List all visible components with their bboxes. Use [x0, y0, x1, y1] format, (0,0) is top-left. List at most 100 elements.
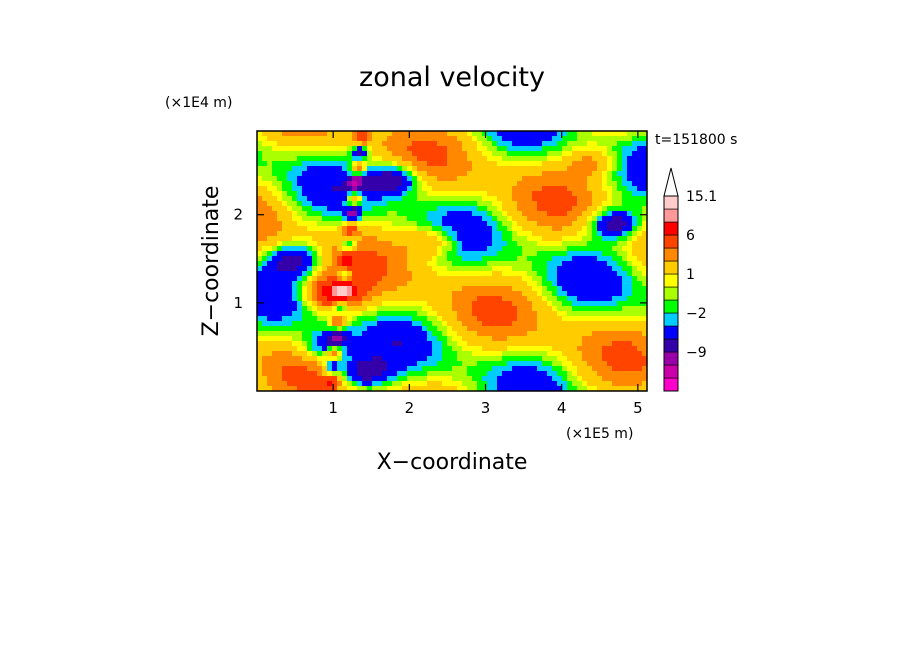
heatmap-cell — [507, 381, 513, 387]
heatmap-cell — [642, 176, 648, 182]
heatmap-cell — [482, 346, 488, 352]
heatmap-cell — [287, 241, 293, 247]
heatmap-cell — [317, 296, 323, 302]
heatmap-cell — [442, 136, 448, 142]
heatmap-cell — [587, 191, 593, 197]
heatmap-cell — [552, 286, 558, 292]
heatmap-cell — [322, 296, 328, 302]
heatmap-cell — [467, 221, 473, 227]
heatmap-cell — [312, 256, 318, 262]
heatmap-cell — [557, 181, 563, 187]
heatmap-cell — [587, 306, 593, 312]
heatmap-cell — [557, 191, 563, 197]
heatmap-cell — [587, 336, 593, 342]
heatmap-cell — [512, 236, 518, 242]
heatmap-cell — [382, 236, 388, 242]
heatmap-cell — [612, 321, 618, 327]
heatmap-cell — [422, 271, 428, 277]
colorbar-segment — [663, 364, 679, 379]
heatmap-cell — [342, 196, 348, 202]
heatmap-cell — [522, 131, 528, 137]
heatmap-cell — [447, 241, 453, 247]
heatmap-cell — [257, 231, 263, 237]
heatmap-cell — [617, 336, 623, 342]
heatmap-cell — [357, 161, 363, 167]
heatmap-cell — [627, 196, 633, 202]
heatmap-cell — [347, 231, 353, 237]
heatmap-cell — [582, 131, 588, 137]
heatmap-cell — [457, 266, 463, 272]
heatmap-cell — [527, 201, 533, 207]
heatmap-cell — [417, 161, 423, 167]
heatmap-cell — [582, 216, 588, 222]
heatmap-cell — [357, 226, 363, 232]
heatmap-cell — [272, 266, 278, 272]
heatmap-cell — [527, 286, 533, 292]
heatmap-cell — [497, 161, 503, 167]
heatmap-cell — [442, 186, 448, 192]
heatmap-cell — [497, 231, 503, 237]
heatmap-cell — [567, 221, 573, 227]
heatmap-cell — [587, 266, 593, 272]
heatmap-cell — [357, 301, 363, 307]
heatmap-cell — [327, 171, 333, 177]
heatmap-cell — [612, 206, 618, 212]
heatmap-cell — [627, 381, 633, 387]
heatmap-cell — [267, 241, 273, 247]
heatmap-cell — [587, 311, 593, 317]
heatmap-cell — [337, 206, 343, 212]
heatmap-cell — [257, 201, 263, 207]
heatmap-cell — [457, 386, 463, 392]
heatmap-cell — [547, 191, 553, 197]
heatmap-cell — [477, 146, 483, 152]
heatmap-cell — [597, 351, 603, 357]
heatmap-cell — [492, 351, 498, 357]
heatmap-cell — [472, 161, 478, 167]
heatmap-cell — [367, 326, 373, 332]
heatmap-cell — [347, 326, 353, 332]
heatmap-cell — [597, 306, 603, 312]
heatmap-cell — [537, 231, 543, 237]
heatmap-cell — [467, 186, 473, 192]
heatmap-cell — [267, 316, 273, 322]
heatmap-cell — [617, 186, 623, 192]
heatmap-cell — [402, 266, 408, 272]
heatmap-cell — [552, 341, 558, 347]
heatmap-cell — [392, 301, 398, 307]
heatmap-cell — [257, 356, 263, 362]
heatmap-cell — [312, 131, 318, 137]
heatmap-cell — [642, 221, 648, 227]
heatmap-cell — [527, 346, 533, 352]
heatmap-cell — [427, 316, 433, 322]
heatmap-cell — [437, 206, 443, 212]
heatmap-cell — [622, 296, 628, 302]
heatmap-cell — [367, 321, 373, 327]
heatmap-cell — [582, 236, 588, 242]
heatmap-cell — [592, 171, 598, 177]
heatmap-cell — [562, 341, 568, 347]
heatmap-cell — [432, 151, 438, 157]
heatmap-cell — [477, 221, 483, 227]
heatmap-cell — [432, 376, 438, 382]
heatmap-cell — [622, 186, 628, 192]
heatmap-cell — [377, 256, 383, 262]
heatmap-cell — [467, 266, 473, 272]
heatmap-cell — [502, 341, 508, 347]
heatmap-cell — [427, 361, 433, 367]
heatmap-cell — [392, 291, 398, 297]
heatmap-cell — [552, 351, 558, 357]
heatmap-cell — [462, 251, 468, 257]
heatmap-cell — [307, 171, 313, 177]
heatmap-cell — [332, 266, 338, 272]
heatmap-cell — [602, 361, 608, 367]
heatmap-cell — [427, 336, 433, 342]
heatmap-cell — [527, 356, 533, 362]
heatmap-cell — [422, 316, 428, 322]
heatmap-cell — [427, 141, 433, 147]
heatmap-cell — [312, 371, 318, 377]
heatmap-cell — [532, 221, 538, 227]
heatmap-cell — [382, 221, 388, 227]
heatmap-cell — [417, 146, 423, 152]
heatmap-cell — [372, 291, 378, 297]
heatmap-cell — [627, 141, 633, 147]
